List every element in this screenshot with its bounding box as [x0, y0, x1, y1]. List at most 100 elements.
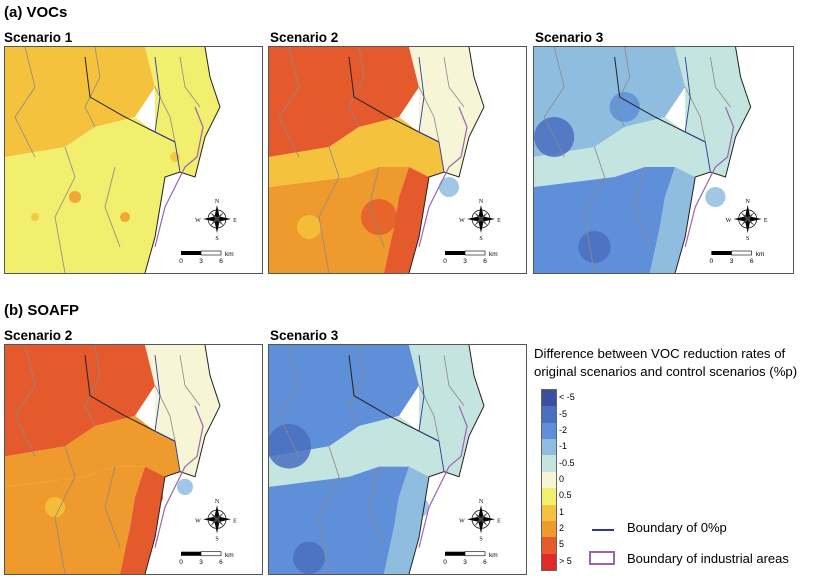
concentration-patch: [147, 488, 163, 506]
zero-boundary: [418, 355, 445, 472]
district-boundary: [84, 47, 101, 128]
map-canvas: N S E W 0 3 6km: [269, 47, 526, 273]
compass-label-s: S: [479, 537, 482, 543]
color-bar-segment: [542, 422, 556, 440]
district-boundary: [368, 166, 385, 248]
compass-label-w: W: [459, 218, 465, 224]
map-canvas: N S E W 0 3 6km: [269, 345, 526, 574]
color-bar-label: 5: [559, 539, 565, 550]
district-boundary: [614, 47, 631, 128]
map-canvas: N S E W 0 3 6km: [5, 47, 262, 273]
industrial-area-boundary: [418, 405, 468, 548]
compass-label-n: N: [215, 199, 220, 205]
color-bar-label: 0: [559, 474, 565, 484]
legend-label-industrial: Boundary of industrial areas: [627, 551, 789, 566]
map-soafp-scenario-3: N S E W 0 3 6 km: [268, 344, 527, 575]
map-canvas: N S E W 0 3 6km: [534, 47, 793, 273]
section-title-vocs: (a) VOCs: [4, 4, 68, 21]
scale-unit-label: km: [225, 552, 234, 559]
region-se: [384, 466, 429, 574]
concentration-patch: [578, 231, 611, 263]
compass-label-w: W: [459, 518, 465, 524]
scale-tick-label: 6: [219, 258, 223, 265]
panel-title-a3: Scenario 3: [535, 30, 604, 45]
district-boundary: [318, 446, 340, 574]
scale-unit-label: km: [489, 251, 498, 258]
color-bar-segment: [542, 390, 556, 407]
color-bar-label: 2: [559, 523, 565, 534]
scale-tick-label: 3: [730, 258, 734, 265]
color-bar-segment: [542, 520, 556, 538]
district-boundary: [104, 466, 121, 548]
region-nw: [269, 47, 419, 157]
concentration-patch: [439, 177, 459, 197]
sea-area: [409, 47, 526, 273]
color-bar-segment: [542, 471, 556, 489]
district-boundary: [583, 146, 605, 273]
zero-boundary: [154, 355, 181, 472]
district-boundary: [84, 345, 101, 427]
concentration-patch: [269, 424, 311, 469]
compass-label-e: E: [497, 218, 501, 224]
scale-tick-label: 3: [199, 559, 203, 566]
district-boundary: [278, 345, 300, 457]
panel-title-b2: Scenario 2: [4, 328, 73, 343]
region-sw: [534, 167, 676, 273]
map-canvas: N S E W 0 3 6km: [5, 345, 262, 574]
scale-tick-label: 0: [179, 559, 183, 566]
color-bar: [541, 389, 557, 571]
compass-label-w: W: [195, 518, 201, 524]
region-mid: [269, 117, 444, 187]
district-boundary: [104, 166, 121, 248]
compass-label-n: N: [479, 499, 484, 505]
region-mid: [269, 415, 444, 487]
district-boundary: [179, 56, 201, 108]
district-boundary: [278, 47, 300, 158]
scale-tick-label: 3: [463, 559, 467, 566]
district-boundary: [318, 146, 340, 273]
district-boundary: [348, 345, 365, 427]
section-title-soafp: (b) SOAFP: [4, 302, 79, 319]
scale-tick-label: 3: [199, 258, 203, 265]
scale-tick-label: 0: [179, 258, 183, 265]
district-boundary: [54, 446, 76, 574]
scale-unit-label: km: [225, 251, 234, 258]
region-sw: [5, 167, 145, 273]
scale-bar: 0 3 6km: [179, 551, 234, 566]
region-mid: [5, 117, 180, 187]
compass-rose-icon: N S E W: [459, 199, 501, 242]
compass-label-n: N: [745, 199, 750, 205]
scale-tick-label: 0: [443, 258, 447, 265]
concentration-patch: [297, 215, 321, 239]
legend-line-zero-boundary: [592, 529, 614, 531]
concentration-patch: [23, 393, 47, 418]
color-bar-label: -1: [559, 441, 568, 452]
region-se: [649, 167, 696, 273]
compass-label-e: E: [764, 218, 768, 224]
region-ne: [145, 47, 220, 177]
coastline: [674, 47, 752, 273]
scale-tick-label: 0: [443, 559, 447, 566]
color-bar-segment: [542, 537, 556, 554]
sea-area: [675, 47, 793, 273]
compass-label-w: W: [195, 218, 201, 224]
compass-rose-icon: N S E W: [195, 199, 237, 242]
compass-label-e: E: [497, 518, 501, 524]
map-vocs-scenario-1: N S E W 0 3 6 km: [4, 46, 263, 274]
color-bar-label: 1: [559, 506, 565, 517]
coastline: [144, 345, 221, 574]
district-boundary: [709, 56, 731, 108]
color-bar-segment: [542, 488, 556, 505]
district-boundary: [348, 47, 365, 128]
map-vocs-scenario-3: N S E W 0 3 6 km: [533, 46, 794, 274]
region-sw: [5, 466, 145, 574]
map-vocs-scenario-2: N S E W 0 3 6 km: [268, 46, 527, 274]
scale-tick-label: 6: [483, 258, 487, 265]
color-bar-label: 0.5: [559, 490, 572, 501]
legend-label-zero-boundary: Boundary of 0%p: [627, 520, 727, 535]
compass-rose-icon: N S E W: [459, 499, 501, 543]
map-soafp-scenario-2: N S E W 0 3 6 km: [4, 344, 263, 575]
panel-title-b3: Scenario 3: [270, 328, 339, 343]
industrial-area-boundary: [154, 106, 204, 248]
industrial-area-boundary: [154, 405, 204, 548]
